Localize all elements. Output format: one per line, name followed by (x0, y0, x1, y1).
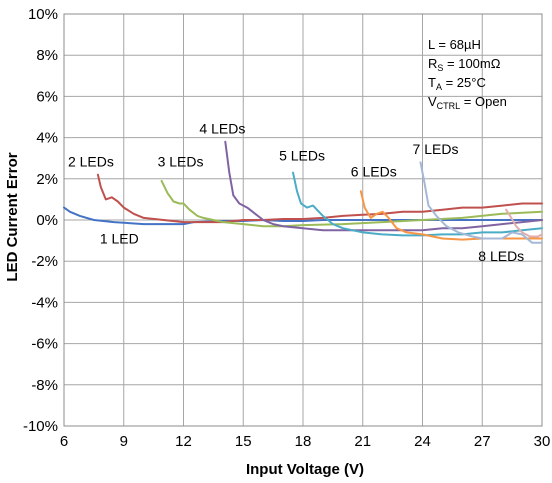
y-tick-label: 4% (36, 130, 58, 147)
series-label-7-leds: 7 LEDs (413, 141, 459, 157)
series-line-5-leds (292, 171, 543, 237)
y-tick-label: -6% (31, 336, 58, 353)
x-tick-labels: 6 9 12 15 18 21 24 27 30 (60, 433, 551, 450)
series-line-3-leds (160, 179, 543, 228)
conditions-annotation: L = 68µH RS = 100mΩ TA = 25°C VCTRL = Op… (428, 37, 507, 111)
x-tick-label: 24 (414, 433, 431, 450)
series-label-1-led: 1 LED (100, 231, 139, 247)
series-line-2-leds (96, 173, 543, 224)
series-line-7-leds (419, 161, 543, 244)
series-label-8-leds: 8 LEDs (478, 248, 524, 264)
x-tick-label: 27 (474, 433, 491, 450)
annotation-line-4: VCTRL = Open (428, 94, 507, 111)
y-tick-label: 6% (36, 88, 58, 105)
series-label-5-leds: 5 LEDs (279, 147, 325, 163)
y-tick-label: -8% (31, 377, 58, 394)
y-tick-label: -4% (31, 294, 58, 311)
x-tick-label: 9 (120, 433, 128, 450)
y-tick-labels: 10% 8% 6% 4% 2% 0% -2% -4% -6% -8% -10% (23, 6, 58, 435)
y-tick-label: 2% (36, 171, 58, 188)
annotation-line-1: L = 68µH (428, 37, 481, 52)
x-tick-label: 30 (534, 433, 551, 450)
x-tick-label: 12 (175, 433, 192, 450)
x-tick-label: 21 (354, 433, 371, 450)
y-axis-title: LED Current Error (4, 152, 21, 281)
series-line-4-leds (224, 140, 543, 232)
x-axis-title: Input Voltage (V) (246, 461, 364, 478)
series-label-4-leds: 4 LEDs (199, 120, 245, 136)
annotation-line-2: RS = 100mΩ (428, 56, 501, 73)
series-labels: 1 LED 2 LEDs 3 LEDs 4 LEDs 5 LEDs 6 LEDs 7 LED… (68, 120, 524, 264)
y-tick-label: -10% (23, 418, 58, 435)
series-layer (63, 140, 543, 244)
series-line-8-leds (505, 208, 543, 238)
annotation-line-3: TA = 25°C (428, 75, 486, 92)
x-tick-label: 15 (235, 433, 252, 450)
series-label-3-leds: 3 LEDs (158, 153, 204, 169)
y-tick-label: 8% (36, 47, 58, 64)
series-label-2-leds: 2 LEDs (68, 153, 114, 169)
x-tick-label: 6 (60, 433, 68, 450)
series-label-6-leds: 6 LEDs (351, 164, 397, 180)
y-tick-label: -2% (31, 253, 58, 270)
y-tick-label: 10% (28, 6, 58, 23)
y-tick-label: 0% (36, 212, 58, 229)
x-tick-label: 18 (295, 433, 312, 450)
